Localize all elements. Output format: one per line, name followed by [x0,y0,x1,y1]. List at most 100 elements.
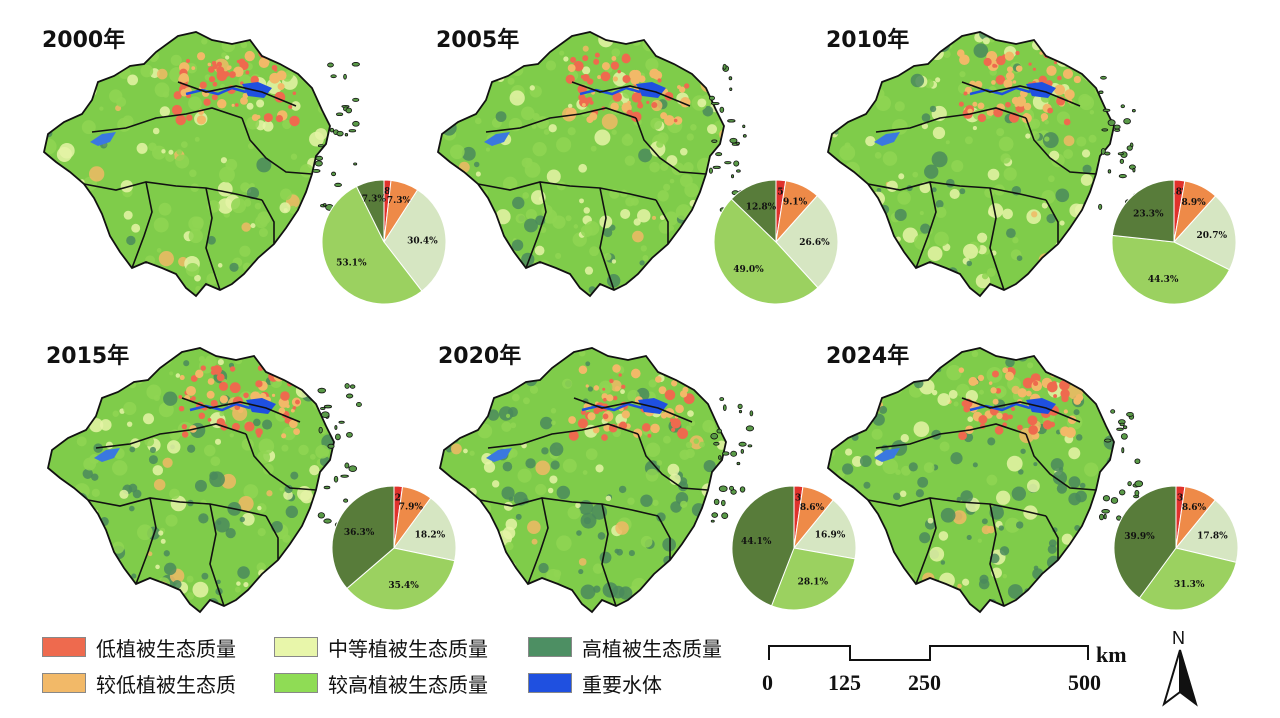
pie-label: 39.9% [1124,532,1155,542]
legend-swatch [42,637,86,657]
pie-label: 7.3% [387,196,412,206]
pie-chart: 2.3%8.6% 16.9% 28.1% 44.1% [731,485,857,611]
pie-label: 28.1% [798,578,829,588]
pie-label: 2.5% [768,187,793,197]
pie-slice [383,189,447,292]
province-map [47,347,362,614]
pie-label: 7.3% [362,195,387,205]
year-title: 2010年 [826,28,910,53]
pie-slice [730,179,777,244]
pie-slice [1175,499,1239,563]
legend-swatch [274,673,318,693]
legend-item: 较低植被生态质 [42,670,236,697]
legend-item: 重要水体 [528,670,662,697]
pie-slice [793,499,857,560]
pie-slice [1173,195,1237,271]
pie-label: 2.3% [1168,493,1193,503]
pie-label: 8.9% [1182,198,1207,208]
scale-tick-500: 500 [1068,670,1101,695]
panel-2000: 2000年 1.8% 7.3% 30.4% 53.1% 7.3% [36,22,447,322]
pie-slice [1138,547,1237,611]
year-title: 2005年 [436,28,520,53]
legend-item: 中等植被生态质量 [274,634,488,661]
pie-label: 17.8% [1197,532,1228,542]
legend-label: 较低植被生态质 [96,672,236,697]
scale-tick-125: 125 [828,670,861,695]
pie-label: 36.3% [344,528,375,538]
legend-label: 高植被生态质量 [582,636,722,661]
pie-label: 18.2% [415,530,446,540]
pie-chart: 2.3%8.6% 17.8% 31.3% 39.9% [1113,485,1239,611]
pie-chart: 1.8%7.3% 30.4% 53.1% 7.3% [321,179,447,305]
pie-label: 35.4% [388,581,419,591]
pie-label: 12.8% [746,203,777,213]
legend-item: 较高植被生态质量 [274,670,488,697]
pie-label: 31.3% [1174,580,1205,590]
province-map [827,31,1141,298]
scale-bar-graphic [768,645,1089,661]
north-label: N [1172,628,1185,648]
year-title: 2020年 [438,344,522,369]
pie-label: 7.9% [399,503,424,513]
panel-2024: 2024年 2.3% 8.6% 17.8% 31.3% 39.9% [820,338,1239,638]
pie-chart: 2.8%8.9% 20.7% 44.3% 23.3% [1111,179,1237,305]
pie-slice [1111,234,1231,305]
pie-slice [321,185,423,305]
pie-slice [1113,485,1177,599]
panel-2010: 2010年 2.8% 8.9% 20.7% 44.3% 23.3% [820,22,1237,322]
province-map [827,347,1144,614]
pie-label: 23.3% [1133,209,1164,219]
pie-label: 53.1% [336,258,367,268]
legend-label: 中等植被生态质量 [328,636,488,661]
legend-label: 较高植被生态质量 [328,672,488,697]
legend-item: 低植被生态质量 [42,634,236,661]
panel-2015: 2015年 2.2% 7.9% 18.2% 35.4% 36.3% [40,338,457,638]
pie-slice [775,195,839,289]
north-arrow: N [1158,628,1202,707]
pie-label: 49.0% [733,265,764,275]
panel-2020: 2020年 2.3% 8.6% 16.9% 28.1% 44.1% [432,338,857,638]
legend-item: 高植被生态质量 [528,634,722,661]
pie-slice [731,485,795,607]
scale-tick-250: 250 [908,670,941,695]
pie-label: 30.4% [407,236,438,246]
pie-label: 2.3% [786,493,811,503]
legend-swatch [42,673,86,693]
pie-label: 2.2% [385,493,410,503]
pie-chart: 2.5%9.1% 26.6% 49.0% 12.8% [713,179,839,305]
pie-label: 8.6% [1182,503,1207,513]
pie-label: 9.1% [783,198,808,208]
pie-label: 44.3% [1148,275,1179,285]
legend-label: 低植被生态质量 [96,636,236,661]
legend: 低植被生态质量 中等植被生态质量 高植被生态质量 较低植被生态质 较高植被生态质… [42,632,762,712]
legend-swatch [274,637,318,657]
pie-slice [346,547,456,611]
pie-slice [713,198,819,305]
pie-label: 26.6% [799,238,830,248]
north-arrow-icon [1162,649,1198,707]
scale-tick-0: 0 [762,670,773,695]
year-title: 2000年 [42,28,126,53]
year-title: 2024年 [826,344,910,369]
legend-swatch [528,673,572,693]
pie-slice [770,547,856,611]
pie-label: 2.8% [1166,187,1191,197]
scale-bar: km 0 125 250 500 [760,630,1140,710]
province-map [43,31,360,298]
legend-swatch [528,637,572,657]
year-title: 2015年 [46,344,130,369]
pie-label: 1.8% [375,187,400,197]
pie-slice [355,179,385,243]
pie-label: 44.1% [741,537,772,547]
pie-slice [331,485,395,590]
province-map [437,31,747,298]
panel-2005: 2005年 2.5% 9.1% 26.6% 49.0% 12.8% [430,22,839,322]
pie-chart: 2.2%7.9% 18.2% 35.4% 36.3% [331,485,457,611]
pie-slice [393,497,457,562]
pie-label: 20.7% [1197,231,1228,241]
legend-label: 重要水体 [582,672,662,697]
scale-unit: km [1096,642,1127,667]
pie-label: 16.9% [815,531,846,541]
pie-label: 8.6% [800,503,825,513]
province-map [439,347,755,614]
